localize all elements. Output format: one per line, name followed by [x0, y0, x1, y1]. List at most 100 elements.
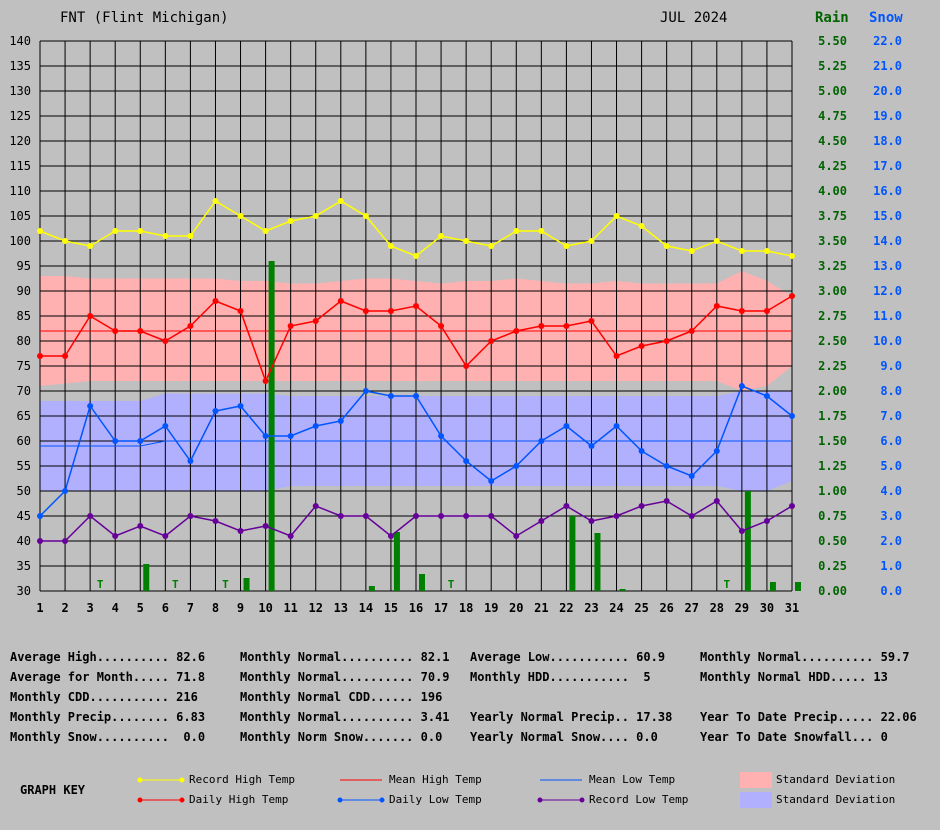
day-tick-label: 24	[609, 601, 623, 615]
rain-tick-label: 0.50	[818, 534, 847, 548]
daily-high-point	[488, 338, 495, 344]
snow-tick-label: 15.0	[873, 209, 902, 223]
daily-low-point	[287, 433, 294, 439]
precip-bar	[619, 589, 626, 591]
day-tick-label: 11	[283, 601, 297, 615]
day-tick-label: 28	[710, 601, 724, 615]
rain-tick-label: 4.75	[818, 109, 847, 123]
day-tick-label: 29	[735, 601, 749, 615]
temp-tick-label: 65	[17, 409, 31, 423]
rain-tick-label: 1.75	[818, 409, 847, 423]
record-low-point	[413, 513, 419, 519]
record-low-point	[638, 503, 645, 509]
daily-high-point	[538, 323, 545, 329]
day-tick-label: 13	[334, 601, 348, 615]
day-tick-label: 2	[61, 601, 68, 615]
daily-low-point	[488, 478, 495, 484]
daily-high-point	[287, 323, 294, 329]
record-low-point	[613, 513, 620, 519]
temp-tick-label: 95	[17, 259, 31, 273]
rain-tick-label: 0.25	[818, 559, 847, 573]
day-tick-label: 8	[212, 601, 219, 615]
temp-tick-label: 135	[9, 59, 31, 73]
precip-bar	[419, 574, 425, 591]
daily-low-point	[613, 423, 620, 429]
rain-tick-label: 1.00	[818, 484, 847, 498]
record-low-point	[789, 503, 795, 509]
temp-tick-label: 40	[17, 534, 31, 548]
record-low-point	[488, 513, 495, 519]
trace-label: T	[172, 578, 179, 591]
record-low-point	[87, 513, 94, 519]
record-low-point	[312, 503, 319, 509]
day-tick-label: 6	[162, 601, 169, 615]
key-daily-low-marker	[379, 797, 385, 803]
temp-tick-label: 45	[17, 509, 31, 523]
daily-high-point	[513, 328, 520, 334]
trace-label: T	[97, 578, 104, 591]
snow-tick-label: 4.0	[880, 484, 902, 498]
temp-tick-label: 80	[17, 334, 31, 348]
temp-tick-label: 55	[17, 459, 31, 473]
rain-tick-label: 4.25	[818, 159, 847, 173]
rain-tick-label: 2.75	[818, 309, 847, 323]
temp-tick-label: 50	[17, 484, 31, 498]
record-high-point	[513, 228, 520, 234]
record-high-point	[663, 243, 670, 249]
daily-low-point	[789, 413, 795, 419]
snow-tick-label: 22.0	[873, 34, 902, 48]
record-low-point	[387, 533, 394, 539]
snow-tick-label: 14.0	[873, 234, 902, 248]
snow-tick-label: 21.0	[873, 59, 902, 73]
daily-low-point	[738, 383, 745, 389]
key-daily-high-label: Daily High Temp	[189, 793, 289, 806]
record-low-point	[563, 503, 570, 509]
temp-tick-label: 30	[17, 584, 31, 598]
stat-yearly-normal-snow: Yearly Normal Snow.... 0.0	[470, 730, 658, 744]
daily-low-point	[513, 463, 520, 469]
key-daily-high-marker	[179, 797, 185, 803]
day-tick-label: 18	[459, 601, 473, 615]
rain-tick-label: 3.50	[818, 234, 847, 248]
precip-bar	[368, 586, 375, 591]
record-low-point	[362, 513, 369, 519]
record-high-point	[563, 243, 570, 249]
day-tick-label: 19	[484, 601, 498, 615]
trace-label: T	[723, 578, 730, 591]
day-tick-label: 10	[258, 601, 272, 615]
stat-normal-high: Monthly Normal.......... 82.1	[240, 650, 450, 664]
stat-normal-precip: Monthly Normal.......... 3.41	[240, 710, 450, 724]
stat-yearly-normal-precip: Yearly Normal Precip.. 17.38	[470, 710, 673, 724]
daily-low-point	[237, 403, 244, 409]
record-low-point	[337, 513, 344, 519]
snow-tick-label: 9.0	[880, 359, 902, 373]
precip-bar	[268, 261, 275, 591]
snow-tick-label: 13.0	[873, 259, 902, 273]
temp-tick-label: 115	[9, 159, 31, 173]
day-tick-label: 3	[87, 601, 94, 615]
record-high-point	[162, 233, 169, 239]
snow-tick-label: 10.0	[873, 334, 902, 348]
record-low-point	[438, 513, 445, 519]
record-low-point	[112, 533, 119, 539]
record-high-point	[37, 228, 43, 234]
daily-low-point	[663, 463, 670, 469]
temp-tick-label: 120	[9, 134, 31, 148]
mean-low-line	[40, 440, 792, 447]
temp-tick-label: 105	[9, 209, 31, 223]
rain-tick-label: 0.00	[818, 584, 847, 598]
record-high-point	[613, 213, 620, 219]
daily-high-point	[237, 308, 244, 314]
record-high-point	[638, 223, 645, 229]
rain-tick-label: 3.75	[818, 209, 847, 223]
graph-key-title: GRAPH KEY	[20, 783, 86, 797]
record-high-point	[763, 248, 770, 254]
day-tick-label: 17	[434, 601, 448, 615]
rain-tick-label: 3.25	[818, 259, 847, 273]
key-record-low-marker	[579, 797, 585, 803]
rain-tick-label: 4.00	[818, 184, 847, 198]
rain-tick-label: 2.50	[818, 334, 847, 348]
day-tick-label: 15	[384, 601, 398, 615]
precip-bar	[243, 578, 250, 591]
daily-high-point	[37, 353, 43, 359]
